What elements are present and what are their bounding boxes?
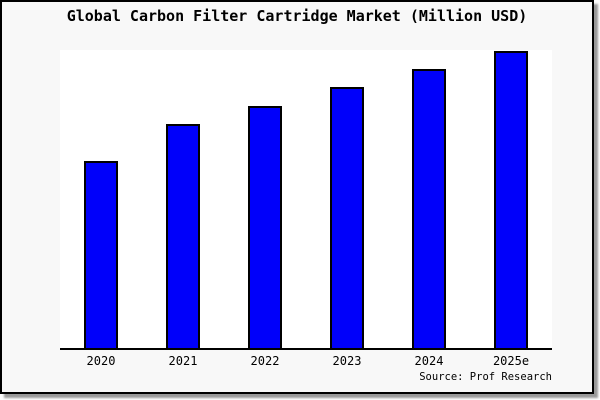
bar-2020 (84, 161, 118, 348)
x-axis-labels: 2020 2021 2022 2023 2024 2025e (60, 354, 552, 370)
x-tick-label-2022: 2022 (250, 354, 280, 368)
bar-2023 (330, 87, 364, 348)
x-tick-label-2021: 2021 (168, 354, 198, 368)
bars-container (60, 50, 552, 348)
x-tick-label-2024: 2024 (414, 354, 444, 368)
x-tick-label-2020: 2020 (86, 354, 116, 368)
chart-title: Global Carbon Filter Cartridge Market (M… (66, 7, 528, 25)
x-tick-label-2023: 2023 (332, 354, 362, 368)
source-note: Source: Prof Research (419, 371, 552, 383)
chart-window: Global Carbon Filter Cartridge Market (M… (0, 0, 594, 394)
x-tick-label-2025e: 2025e (492, 354, 530, 368)
bar-2021 (166, 124, 200, 348)
plot-area (60, 50, 552, 350)
bar-2024 (412, 69, 446, 348)
bar-2022 (248, 106, 282, 348)
bar-2025e (494, 51, 528, 348)
